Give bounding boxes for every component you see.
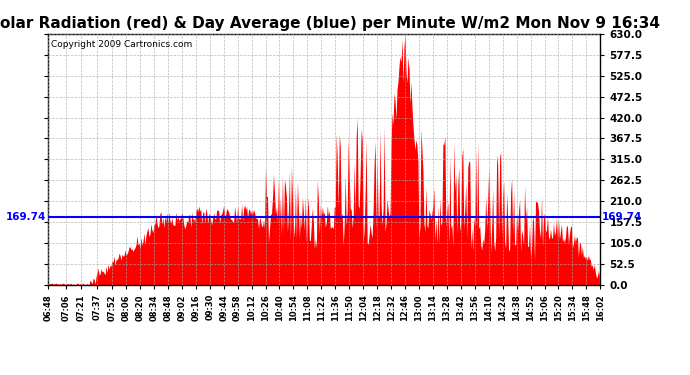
Text: Copyright 2009 Cartronics.com: Copyright 2009 Cartronics.com bbox=[51, 40, 193, 49]
Text: 169.74: 169.74 bbox=[6, 212, 46, 222]
Text: 169.74: 169.74 bbox=[602, 212, 642, 222]
Title: Solar Radiation (red) & Day Average (blue) per Minute W/m2 Mon Nov 9 16:34: Solar Radiation (red) & Day Average (blu… bbox=[0, 16, 660, 31]
